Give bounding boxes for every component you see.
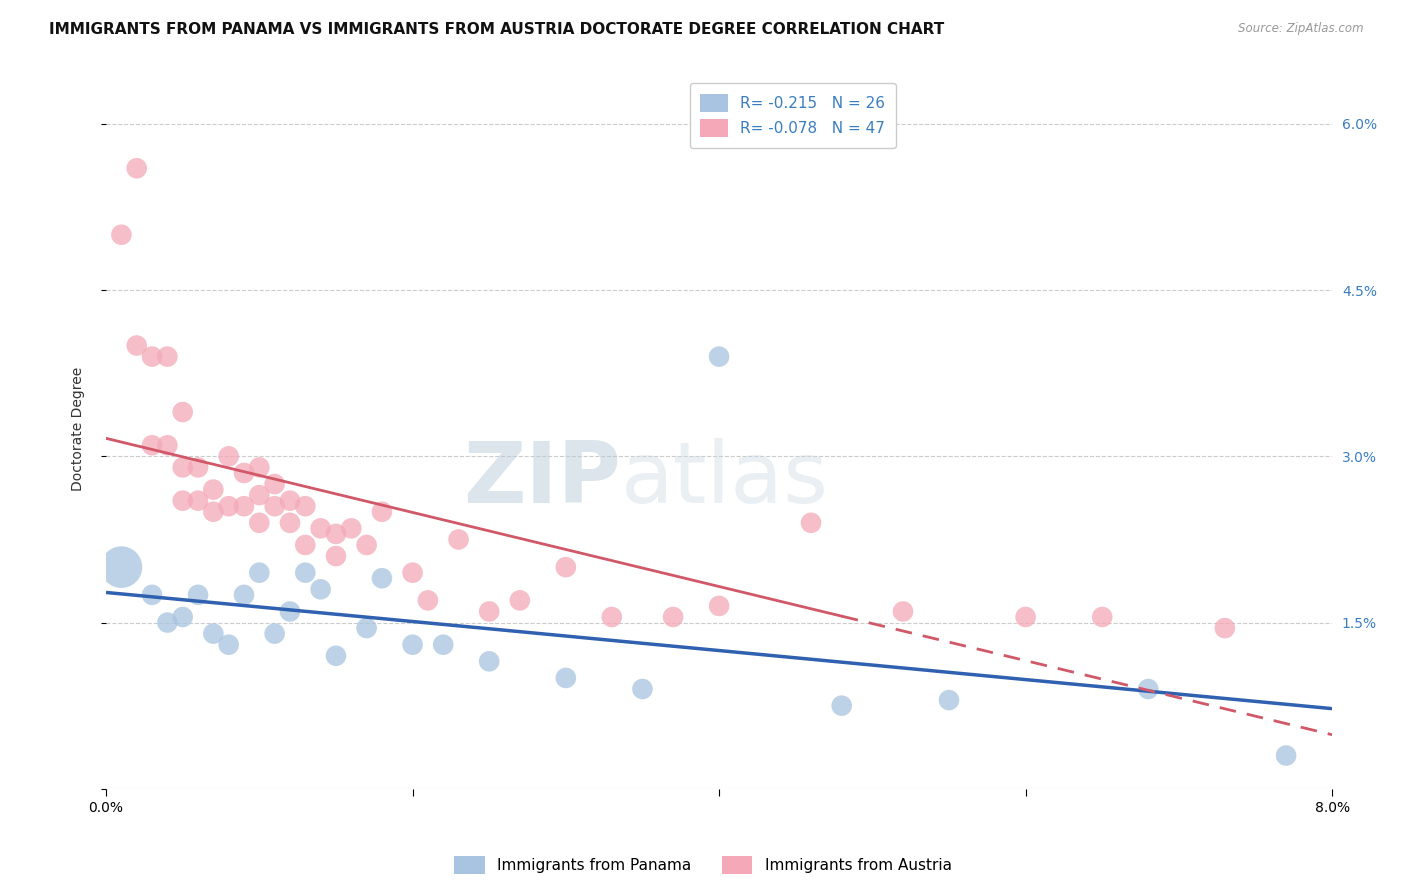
Point [891,604,914,618]
Point [141,350,163,364]
Text: IMMIGRANTS FROM PANAMA VS IMMIGRANTS FROM AUSTRIA DOCTORATE DEGREE CORRELATION C: IMMIGRANTS FROM PANAMA VS IMMIGRANTS FRO… [49,22,945,37]
Point [263,626,285,640]
Point [800,516,823,530]
Point [1275,748,1298,763]
Point [172,460,194,475]
Point [125,161,148,176]
Point [554,560,576,574]
Point [371,571,394,585]
Point [233,499,256,513]
Point [247,460,270,475]
Point [187,588,209,602]
Point [233,588,256,602]
Y-axis label: Doctorate Degree: Doctorate Degree [72,367,86,491]
Point [156,350,179,364]
Point [141,588,163,602]
Point [401,566,423,580]
Point [509,593,531,607]
Point [187,460,209,475]
Point [172,493,194,508]
Point [263,499,285,513]
Legend: R= -0.215   N = 26, R= -0.078   N = 47: R= -0.215 N = 26, R= -0.078 N = 47 [689,83,896,148]
Point [447,533,470,547]
Point [110,560,132,574]
Point [202,505,225,519]
Legend: Immigrants from Panama, Immigrants from Austria: Immigrants from Panama, Immigrants from … [449,850,957,880]
Point [278,493,301,508]
Point [263,477,285,491]
Point [325,648,347,663]
Point [218,450,240,464]
Text: ZIP: ZIP [463,438,621,521]
Point [172,405,194,419]
Point [662,610,685,624]
Point [156,438,179,452]
Point [202,626,225,640]
Point [325,549,347,563]
Point [156,615,179,630]
Point [1137,681,1160,696]
Point [1014,610,1036,624]
Point [478,604,501,618]
Point [401,638,423,652]
Point [202,483,225,497]
Point [416,593,439,607]
Point [600,610,623,624]
Text: Source: ZipAtlas.com: Source: ZipAtlas.com [1239,22,1364,36]
Point [278,516,301,530]
Point [309,582,332,597]
Point [110,227,132,242]
Point [478,654,501,668]
Point [1213,621,1236,635]
Text: atlas: atlas [621,438,830,521]
Point [247,488,270,502]
Point [247,516,270,530]
Point [938,693,960,707]
Point [247,566,270,580]
Point [554,671,576,685]
Point [831,698,853,713]
Point [141,438,163,452]
Point [125,338,148,352]
Point [340,521,363,535]
Point [707,599,730,613]
Point [325,527,347,541]
Point [294,499,316,513]
Point [278,604,301,618]
Point [218,638,240,652]
Point [1091,610,1114,624]
Point [309,521,332,535]
Point [432,638,454,652]
Point [356,621,378,635]
Point [294,538,316,552]
Point [631,681,654,696]
Point [707,350,730,364]
Point [218,499,240,513]
Point [233,466,256,480]
Point [371,505,394,519]
Point [356,538,378,552]
Point [172,610,194,624]
Point [187,493,209,508]
Point [294,566,316,580]
